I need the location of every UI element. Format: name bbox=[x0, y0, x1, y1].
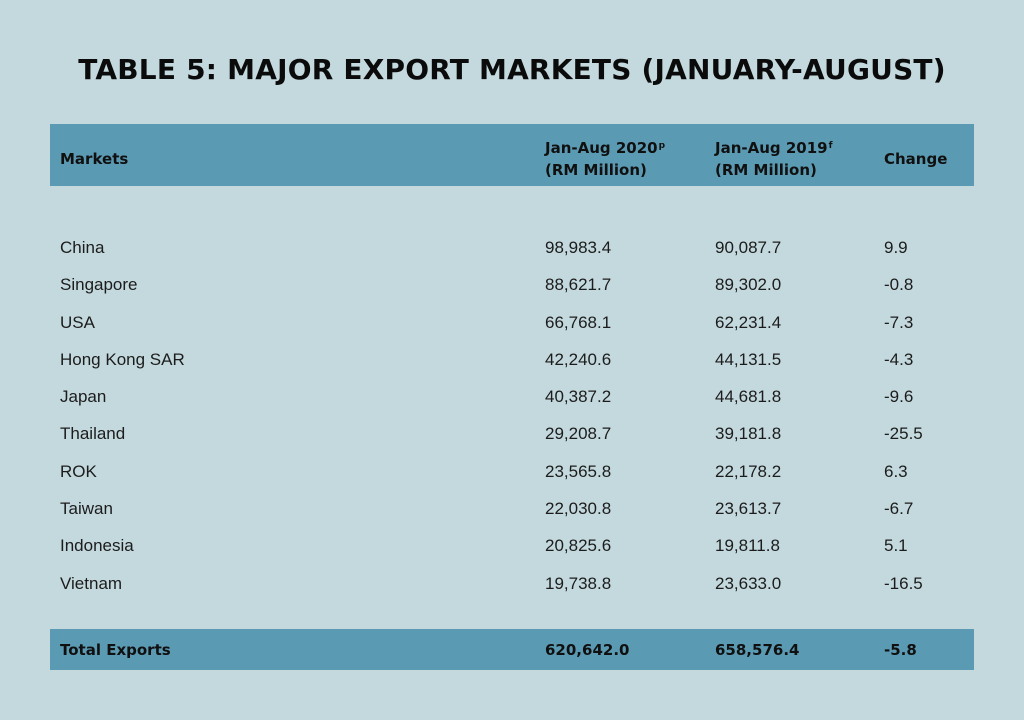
value-2020: 22,030.8 bbox=[545, 499, 612, 519]
value-2020: 23,565.8 bbox=[545, 461, 612, 481]
total-label: Total Exports bbox=[60, 641, 171, 659]
value-2019: 23,613.7 bbox=[715, 499, 782, 519]
market-name: Indonesia bbox=[60, 536, 134, 556]
market-name: USA bbox=[60, 312, 95, 332]
value-change: 5.1 bbox=[884, 536, 908, 556]
value-change: -9.6 bbox=[884, 387, 914, 407]
value-change: 6.3 bbox=[884, 461, 908, 481]
market-name: Hong Kong SAR bbox=[60, 349, 185, 369]
value-2020: 20,825.6 bbox=[545, 536, 612, 556]
value-change: -7.3 bbox=[884, 312, 914, 332]
table-row: Thailand 29,208.7 39,181.8 -25.5 bbox=[50, 422, 974, 459]
total-value-2019: 658,576.4 bbox=[715, 641, 800, 659]
market-name: Singapore bbox=[60, 275, 138, 295]
value-change: -25.5 bbox=[884, 424, 923, 444]
value-2019: 44,131.5 bbox=[715, 349, 782, 369]
value-2019: 23,633.0 bbox=[715, 573, 782, 593]
market-name: Vietnam bbox=[60, 573, 123, 593]
value-2019: 19,811.8 bbox=[715, 536, 780, 556]
total-value-2020: 620,642.0 bbox=[545, 641, 630, 659]
market-name: Thailand bbox=[60, 424, 126, 444]
value-2020: 40,387.2 bbox=[545, 387, 612, 407]
value-2020: 98,983.4 bbox=[545, 238, 612, 257]
market-name: Japan bbox=[60, 387, 107, 407]
header-2020-unit: (RM Million) bbox=[545, 161, 647, 179]
table-header: Markets Jan-Aug 2020p (RM Million) Jan-A… bbox=[50, 124, 974, 186]
value-2020: 66,768.1 bbox=[545, 312, 612, 332]
value-change: -6.7 bbox=[884, 499, 914, 519]
value-change: -0.8 bbox=[884, 275, 914, 295]
value-2019: 90,087.7 bbox=[715, 238, 782, 257]
value-2020: 88,621.7 bbox=[545, 275, 612, 295]
total-change: -5.8 bbox=[884, 641, 917, 659]
market-name: China bbox=[60, 238, 105, 257]
value-2020: 42,240.6 bbox=[545, 349, 612, 369]
export-markets-table: Markets Jan-Aug 2020p (RM Million) Jan-A… bbox=[50, 124, 974, 670]
header-2020-period: Jan-Aug 2020 bbox=[545, 139, 658, 157]
market-name: Taiwan bbox=[60, 499, 113, 519]
value-change: -16.5 bbox=[884, 573, 923, 593]
header-jan-aug-2020: Jan-Aug 2020p (RM Million) bbox=[545, 137, 665, 181]
table-row: Hong Kong SAR 42,240.6 44,131.5 -4.3 bbox=[50, 348, 974, 385]
header-jan-aug-2019: Jan-Aug 2019f (RM Million) bbox=[715, 137, 833, 181]
header-2020-superscript: p bbox=[658, 141, 666, 151]
value-2019: 89,302.0 bbox=[715, 275, 782, 295]
value-2019: 22,178.2 bbox=[715, 461, 782, 481]
header-2019-period: Jan-Aug 2019 bbox=[715, 139, 828, 157]
table-row: USA 66,768.1 62,231.4 -7.3 bbox=[50, 311, 974, 348]
value-2019: 62,231.4 bbox=[715, 312, 782, 332]
table-body: China 98,983.4 90,087.7 9.9 Singapore 88… bbox=[50, 236, 974, 609]
header-2019-superscript: f bbox=[828, 141, 833, 151]
table-row: China 98,983.4 90,087.7 9.9 bbox=[50, 236, 974, 273]
table-row: Taiwan 22,030.8 23,613.7 -6.7 bbox=[50, 497, 974, 534]
header-2019-unit: (RM Million) bbox=[715, 161, 817, 179]
value-2020: 29,208.7 bbox=[545, 424, 612, 444]
total-row: Total Exports 620,642.0 658,576.4 -5.8 bbox=[50, 629, 974, 670]
market-name: ROK bbox=[60, 461, 97, 481]
table-row: Singapore 88,621.7 89,302.0 -0.8 bbox=[50, 273, 974, 310]
value-2020: 19,738.8 bbox=[545, 573, 612, 593]
table-row: ROK 23,565.8 22,178.2 6.3 bbox=[50, 460, 974, 497]
value-2019: 39,181.8 bbox=[715, 424, 782, 444]
header-change: Change bbox=[884, 150, 948, 168]
table-row: Japan 40,387.2 44,681.8 -9.6 bbox=[50, 385, 974, 422]
table-row: Indonesia 20,825.6 19,811.8 5.1 bbox=[50, 534, 974, 571]
value-change: 9.9 bbox=[884, 238, 908, 257]
table-row: Vietnam 19,738.8 23,633.0 -16.5 bbox=[50, 572, 974, 609]
value-change: -4.3 bbox=[884, 349, 914, 369]
header-markets: Markets bbox=[60, 150, 129, 168]
page-title: TABLE 5: MAJOR EXPORT MARKETS (JANUARY-A… bbox=[78, 53, 946, 86]
value-2019: 44,681.8 bbox=[715, 387, 782, 407]
